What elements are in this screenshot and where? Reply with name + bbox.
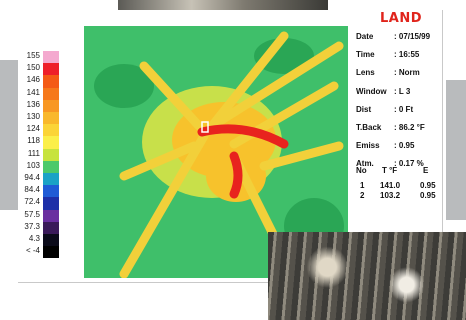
table-cell: 103.2 — [380, 191, 401, 200]
scale-swatch — [43, 209, 59, 222]
brand-logo: LAND — [380, 11, 423, 26]
info-value: : 0 Ft — [394, 104, 414, 114]
scale-label: 124 — [26, 124, 40, 134]
scale-swatch — [43, 136, 59, 149]
table-cell: 141.0 — [380, 181, 401, 190]
table-header: E — [423, 166, 429, 175]
table-cell: 0.95 — [420, 191, 436, 200]
scale-label: 118 — [27, 136, 40, 146]
scale-label: 146 — [26, 75, 40, 85]
info-key: Date — [356, 32, 374, 41]
scale-label: 150 — [26, 63, 40, 73]
scale-label: < -4 — [25, 246, 40, 256]
scale-swatch — [43, 124, 59, 137]
scale-label: 141 — [26, 87, 40, 97]
table-cell: 0.95 — [420, 181, 436, 190]
info-value: : 86.2 °F — [394, 123, 425, 132]
info-key: Dist — [356, 104, 372, 114]
scale-label: 72.4 — [24, 197, 40, 207]
scale-swatch — [43, 148, 59, 161]
scale-label: 111 — [27, 148, 40, 158]
scale-label: 57.5 — [24, 209, 40, 219]
scale-swatch — [43, 160, 59, 173]
table-cell: 1 — [360, 181, 365, 190]
scale-label: 155 — [26, 51, 40, 60]
scale-swatch — [43, 246, 59, 259]
info-value: : 16:55 — [394, 50, 420, 60]
scale-label: 103 — [26, 160, 40, 170]
scale-swatch — [43, 99, 59, 112]
table-header: T °F — [382, 166, 398, 175]
scale-label: 4.3 — [28, 234, 40, 243]
info-key: Time — [356, 50, 375, 60]
scale-label: 94.4 — [24, 173, 40, 182]
info-value: : L 3 — [394, 86, 411, 96]
scale-swatch — [43, 173, 59, 186]
scale-swatch — [43, 63, 59, 76]
info-key: Emiss — [356, 141, 380, 151]
scale-swatch — [43, 75, 59, 88]
scale-swatch — [43, 87, 59, 100]
green-mottle — [94, 38, 344, 254]
info-value: : Norm — [394, 68, 420, 78]
info-key: T.Back — [356, 123, 382, 132]
hot-core — [197, 124, 289, 199]
info-key: Atm. — [356, 159, 374, 169]
scale-label: 136 — [26, 99, 40, 109]
info-value: : 0.95 — [394, 141, 415, 151]
scale-label: 130 — [26, 112, 40, 121]
scale-swatch — [43, 112, 59, 125]
scale-swatch — [43, 197, 59, 210]
info-key: Window — [356, 86, 387, 96]
background-photo-bottom — [268, 232, 466, 320]
background-panel-right — [446, 80, 466, 220]
scale-label: 84.4 — [24, 185, 40, 195]
info-key: Lens — [356, 68, 375, 78]
info-value: : 0.17 % — [394, 159, 424, 169]
temperature-scale: 155 150 146 141 136 130 124 118 111 103 94.4 84.4 72… — [18, 48, 64, 288]
scale-swatch — [43, 185, 59, 198]
scale-swatch — [43, 234, 59, 247]
table-header: No — [356, 166, 367, 175]
info-value: : 07/15/99 — [394, 32, 431, 41]
scale-swatch — [43, 51, 59, 64]
table-cell: 2 — [360, 191, 365, 200]
scale-swatch — [43, 221, 59, 234]
measurement-cursor — [201, 121, 209, 133]
scale-label: 37.3 — [24, 221, 40, 231]
